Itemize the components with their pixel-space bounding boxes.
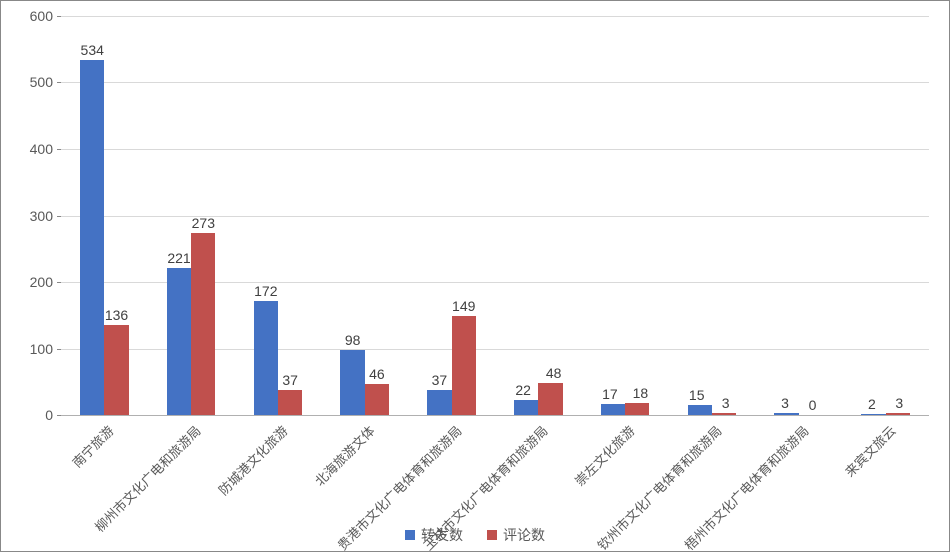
bar-value-label: 136 (105, 307, 128, 325)
bar-value-label: 2 (868, 396, 876, 414)
x-axis-labels: 南宁旅游柳州市文化广电和旅游局防城港文化旅游北海旅游文体贵港市文化广电体育和旅游… (61, 421, 929, 513)
legend-swatch-0 (405, 530, 415, 540)
x-label-slot: 柳州市文化广电和旅游局 (148, 421, 235, 513)
x-label-slot: 玉林市文化广电体育和旅游局 (495, 421, 582, 513)
bar-series-0: 98 (340, 350, 364, 415)
bar-value-label: 22 (515, 382, 531, 400)
bar-value-label: 98 (345, 332, 361, 350)
bar-group: 23 (842, 16, 929, 415)
legend-item-series-1: 评论数 (487, 525, 545, 545)
bar-series-0: 22 (514, 400, 538, 415)
bar-value-label: 534 (81, 42, 104, 60)
legend-label-1: 评论数 (503, 525, 545, 545)
bar-series-0: 534 (80, 60, 104, 415)
bar-series-0: 2 (861, 414, 885, 415)
bar-value-label: 3 (781, 395, 789, 413)
bar-series-1: 48 (538, 383, 562, 415)
x-axis-label: 来宾文旅云 (840, 421, 899, 480)
bar-series-1: 3 (712, 413, 736, 415)
x-axis-label: 南宁旅游 (68, 421, 118, 471)
bar-value-label: 221 (167, 250, 190, 268)
bar-series-0: 221 (167, 268, 191, 415)
bar-series-1: 273 (191, 233, 215, 415)
bar-group: 221273 (148, 16, 235, 415)
bar-value-label: 3 (895, 395, 903, 413)
bar-value-label: 0 (809, 397, 817, 415)
bar-series-1: 3 (886, 413, 910, 415)
bar-value-label: 17 (602, 386, 618, 404)
bar-value-label: 18 (633, 385, 649, 403)
legend-swatch-1 (487, 530, 497, 540)
bar-series-1: 149 (452, 316, 476, 415)
x-label-slot: 来宾文旅云 (842, 421, 929, 513)
bar-group: 153 (669, 16, 756, 415)
bar-series-1: 37 (278, 390, 302, 415)
x-label-slot: 防城港文化旅游 (235, 421, 322, 513)
legend-item-series-0: 转发数 (405, 525, 463, 545)
bar-series-1: 18 (625, 403, 649, 415)
bar-value-label: 172 (254, 283, 277, 301)
plot-area: 0100200300400500600 53413622127317237984… (61, 16, 929, 416)
bar-series-1: 46 (365, 384, 389, 415)
bar-series-0: 15 (688, 405, 712, 415)
bar-group: 37149 (408, 16, 495, 415)
bar-group: 9846 (321, 16, 408, 415)
bar-series-1: 136 (104, 325, 128, 415)
bar-value-label: 48 (546, 365, 562, 383)
bar-value-label: 46 (369, 366, 385, 384)
legend: 转发数 评论数 (1, 525, 949, 545)
bar-series-0: 172 (254, 301, 278, 415)
bar-value-label: 37 (282, 372, 298, 390)
bar-series-0: 37 (427, 390, 451, 415)
bar-value-label: 3 (722, 395, 730, 413)
bar-value-label: 273 (192, 215, 215, 233)
x-label-slot: 梧州市文化广电体育和旅游局 (755, 421, 842, 513)
bar-value-label: 149 (452, 298, 475, 316)
bar-value-label: 15 (689, 387, 705, 405)
bar-series-0: 3 (774, 413, 798, 415)
y-tick-mark (57, 415, 61, 416)
legend-label-0: 转发数 (421, 525, 463, 545)
bar-group: 534136 (61, 16, 148, 415)
bar-group: 2248 (495, 16, 582, 415)
bar-value-label: 37 (432, 372, 448, 390)
bar-chart: 0100200300400500600 53413622127317237984… (0, 0, 950, 552)
bar-group: 30 (755, 16, 842, 415)
bar-group: 17237 (235, 16, 322, 415)
bar-groups: 5341362212731723798463714922481718153302… (61, 16, 929, 415)
bar-series-0: 17 (601, 404, 625, 415)
bar-group: 1718 (582, 16, 669, 415)
